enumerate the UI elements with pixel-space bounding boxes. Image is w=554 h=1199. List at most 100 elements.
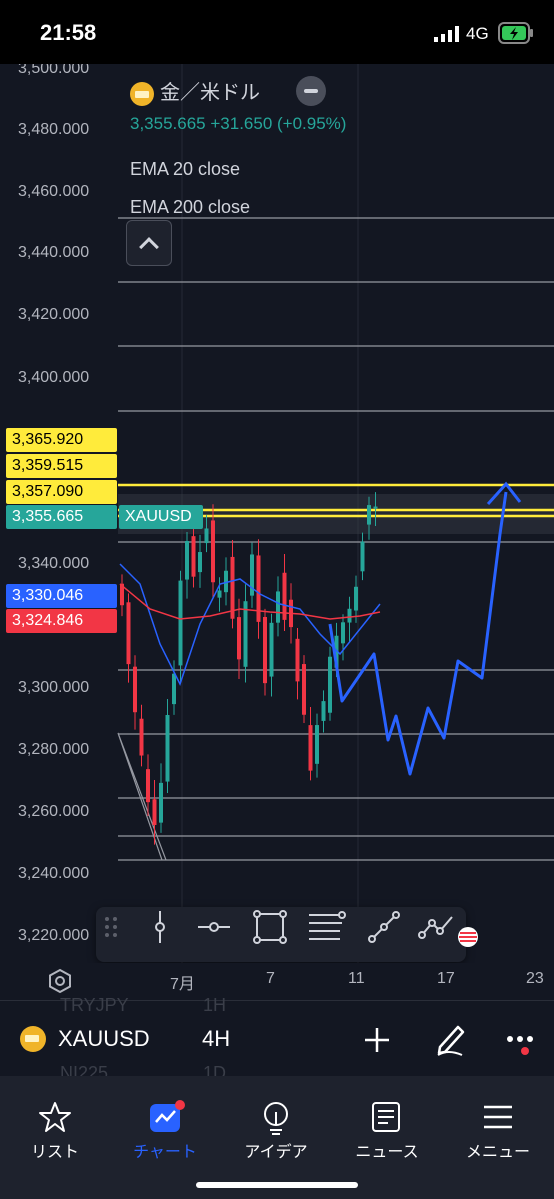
gold-coin-icon [20,1026,46,1052]
candle-body [302,664,306,715]
candle-body [328,656,332,713]
chart-icon [150,1100,185,1132]
last-price-tag: 3,355.665 [6,505,117,529]
candle-body [172,673,176,705]
flag-icon[interactable] [457,926,479,948]
x-axis-label: 23 [526,970,544,987]
candle-body [139,718,144,756]
ema200-price-tag: 3,324.846 [6,609,117,633]
x-axis-label: 17 [437,970,455,987]
battery-icon [498,22,533,44]
fib-retracement-icon[interactable] [306,907,346,947]
candle-body [243,601,248,667]
menu-icon [484,1105,512,1129]
network-type: 4G [466,24,489,43]
ema20-line [119,563,381,686]
y-axis-label: 3,400.000 [18,369,90,386]
symbol-title[interactable]: 金／米ドル [130,76,260,106]
chart-area[interactable]: 金／米ドル 3,355.665 +31.650 (+0.95%) EMA 20 … [0,64,554,1000]
pen-icon[interactable] [432,1021,468,1057]
candle-body [341,622,345,644]
price-tag-yellow: 3,365.920 [6,428,117,452]
horizontal-ray-icon[interactable] [194,907,234,947]
candle-body [165,715,170,782]
tab-label: チャート [133,1144,197,1161]
candle-body [198,552,202,573]
candle-body [367,505,371,525]
y-axis-label: 3,440.000 [18,244,90,261]
y-axis-label: 3,480.000 [18,121,90,138]
candle-body [347,608,352,623]
home-indicator [196,1182,358,1188]
candle-body [133,666,137,713]
ema20-price-tag: 3,330.046 [6,584,117,608]
candle-body [237,617,241,660]
y-axis-label: 3,240.000 [18,865,90,882]
settings-hexagon-icon[interactable] [47,968,73,994]
candle-body [373,506,378,509]
news-icon [372,1102,400,1132]
vertical-line-icon[interactable] [140,907,180,947]
price-chart-canvas[interactable] [0,64,554,1000]
collapse-legend-icon[interactable] [296,76,326,106]
tab-bar: リスト チャート アイデア ニュース メニュー [0,1076,554,1199]
x-axis-label: 7月 [170,976,195,993]
price-tag-yellow: 3,357.090 [6,480,117,504]
symbol-bar: TRYJPY 1H NI225 1D XAUUSD 4H [0,995,554,1083]
candle-body [269,622,274,677]
y-axis-label: 3,460.000 [18,183,90,200]
candle-body [295,638,300,682]
ema200-line [119,583,381,620]
candle-body [308,725,313,771]
trend-line-icon[interactable] [364,907,404,947]
chevron-up-icon[interactable] [126,220,172,266]
path-icon[interactable] [418,907,458,947]
lightbulb-icon [264,1102,288,1135]
candle-body [152,799,157,826]
candle-body [178,580,183,666]
symbol-selector[interactable]: XAUUSD [58,1026,150,1051]
status-time: 21:58 [40,20,97,45]
x-axis-label: 7 [266,970,275,987]
plus-icon[interactable] [362,1025,392,1055]
signal-icon [434,26,459,42]
y-axis-label: 3,300.000 [18,679,90,696]
x-axis[interactable] [0,963,554,999]
triangle-drawing [117,732,167,861]
y-axis-label: 3,340.000 [18,555,90,572]
candle-body [159,782,163,823]
candle-body [204,528,209,544]
candle-body [126,602,131,665]
rectangle-icon[interactable] [250,907,290,947]
ema20-legend[interactable]: EMA 20 close [130,159,241,179]
candle-body [230,556,235,619]
candle-body [276,591,280,623]
star-icon [39,1102,71,1132]
candle-body [321,701,326,721]
forecast-arrowhead [486,481,522,506]
candle-body [211,520,215,583]
y-axis-label: 3,420.000 [18,306,90,323]
price-tag-yellow: 3,359.515 [6,454,117,478]
symbol-name: 金／米ドル [160,82,260,104]
candle-body [185,541,189,580]
legend-price: 3,355.665 +31.650 (+0.95%) [130,114,347,133]
forecast-path [328,491,508,776]
more-options-icon[interactable] [505,1031,537,1057]
y-axis-label: 3,280.000 [18,741,90,758]
tab-label: リスト [30,1144,79,1161]
y-axis-label: 3,220.000 [18,927,90,944]
ghost-symbol: TRYJPY [60,995,129,1015]
candle-body [263,617,267,684]
candle-body [146,769,150,803]
ema200-legend[interactable]: EMA 200 close [130,197,251,217]
candle-body [224,570,228,593]
y-axis-label: 3,260.000 [18,803,90,820]
y-axis-label: 3,500.000 [18,64,90,77]
candle-body [360,541,365,572]
interval-selector[interactable]: 4H [202,1026,231,1051]
drag-handle-icon[interactable] [100,907,124,947]
candle-body [191,536,196,577]
candle-body [354,586,358,611]
drawing-toolbar [96,907,466,962]
